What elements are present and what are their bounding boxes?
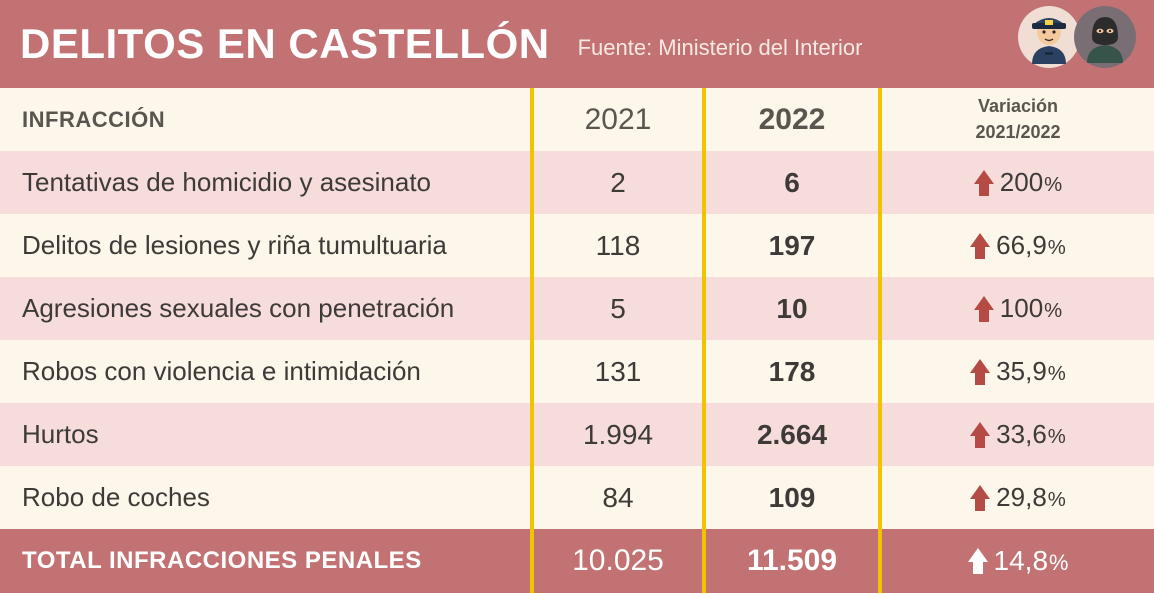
pct-symbol: % [1049, 550, 1068, 576]
col-header-2021: 2021 [530, 88, 706, 151]
up-arrow-icon [970, 485, 990, 511]
table-header-row: INFRACCIÓN 2021 2022 Variación 2021/2022 [0, 88, 1154, 151]
row-2022: 178 [706, 340, 882, 403]
pct-symbol: % [1048, 489, 1066, 512]
table-row: Delitos de lesiones y riña tumultuaria 1… [0, 214, 1154, 277]
row-2022: 6 [706, 151, 882, 214]
row-pct: 100 [1000, 293, 1043, 324]
infographic-container: DELITOS EN CASTELLÓN Fuente: Ministerio … [0, 0, 1154, 594]
total-variation: 14,8% [882, 529, 1154, 593]
row-pct: 33,6 [996, 419, 1047, 450]
row-name: Robo de coches [0, 466, 530, 529]
table-row: Tentativas de homicidio y asesinato 2 6 … [0, 151, 1154, 214]
col-header-variation: Variación 2021/2022 [882, 88, 1154, 151]
source-text: Fuente: Ministerio del Interior [578, 35, 863, 61]
row-variation: 100% [882, 277, 1154, 340]
row-variation: 29,8% [882, 466, 1154, 529]
row-2022: 10 [706, 277, 882, 340]
table-row: Agresiones sexuales con penetración 5 10… [0, 277, 1154, 340]
col-header-2022: 2022 [706, 88, 882, 151]
row-2021: 5 [530, 277, 706, 340]
col-header-name: INFRACCIÓN [0, 88, 530, 151]
title: DELITOS EN CASTELLÓN [20, 20, 550, 68]
row-variation: 200% [882, 151, 1154, 214]
total-row: TOTAL INFRACCIONES PENALES 10.025 11.509… [0, 529, 1154, 593]
row-2022: 2.664 [706, 403, 882, 466]
row-2021: 131 [530, 340, 706, 403]
police-icon [1018, 6, 1080, 68]
up-arrow-icon [974, 170, 994, 196]
thief-icon [1074, 6, 1136, 68]
table-row: Robo de coches 84 109 29,8% [0, 466, 1154, 529]
pct-symbol: % [1044, 174, 1062, 197]
var-label-1: Variación [978, 97, 1058, 117]
up-arrow-icon [970, 422, 990, 448]
row-name: Agresiones sexuales con penetración [0, 277, 530, 340]
row-pct: 35,9 [996, 356, 1047, 387]
row-pct: 66,9 [996, 230, 1047, 261]
row-2021: 84 [530, 466, 706, 529]
row-2021: 1.994 [530, 403, 706, 466]
row-2022: 197 [706, 214, 882, 277]
row-2021: 2 [530, 151, 706, 214]
data-table: INFRACCIÓN 2021 2022 Variación 2021/2022… [0, 88, 1154, 594]
pct-symbol: % [1048, 237, 1066, 260]
row-name: Robos con violencia e intimidación [0, 340, 530, 403]
up-arrow-icon [970, 233, 990, 259]
row-variation: 33,6% [882, 403, 1154, 466]
up-arrow-icon [970, 359, 990, 385]
row-name: Hurtos [0, 403, 530, 466]
row-name: Delitos de lesiones y riña tumultuaria [0, 214, 530, 277]
row-variation: 66,9% [882, 214, 1154, 277]
pct-symbol: % [1048, 426, 1066, 449]
total-pct: 14,8 [994, 545, 1049, 577]
total-2022: 11.509 [706, 529, 882, 593]
var-label-2: 2021/2022 [975, 123, 1060, 143]
header-icons [1018, 6, 1136, 68]
pct-symbol: % [1048, 363, 1066, 386]
table-row: Hurtos 1.994 2.664 33,6% [0, 403, 1154, 466]
row-pct: 29,8 [996, 482, 1047, 513]
up-arrow-icon [968, 548, 988, 574]
header-bar: DELITOS EN CASTELLÓN Fuente: Ministerio … [0, 0, 1154, 88]
row-variation: 35,9% [882, 340, 1154, 403]
total-2021: 10.025 [530, 529, 706, 593]
row-2022: 109 [706, 466, 882, 529]
row-pct: 200 [1000, 167, 1043, 198]
row-name: Tentativas de homicidio y asesinato [0, 151, 530, 214]
up-arrow-icon [974, 296, 994, 322]
pct-symbol: % [1044, 300, 1062, 323]
total-label: TOTAL INFRACCIONES PENALES [0, 529, 530, 593]
row-2021: 118 [530, 214, 706, 277]
table-row: Robos con violencia e intimidación 131 1… [0, 340, 1154, 403]
